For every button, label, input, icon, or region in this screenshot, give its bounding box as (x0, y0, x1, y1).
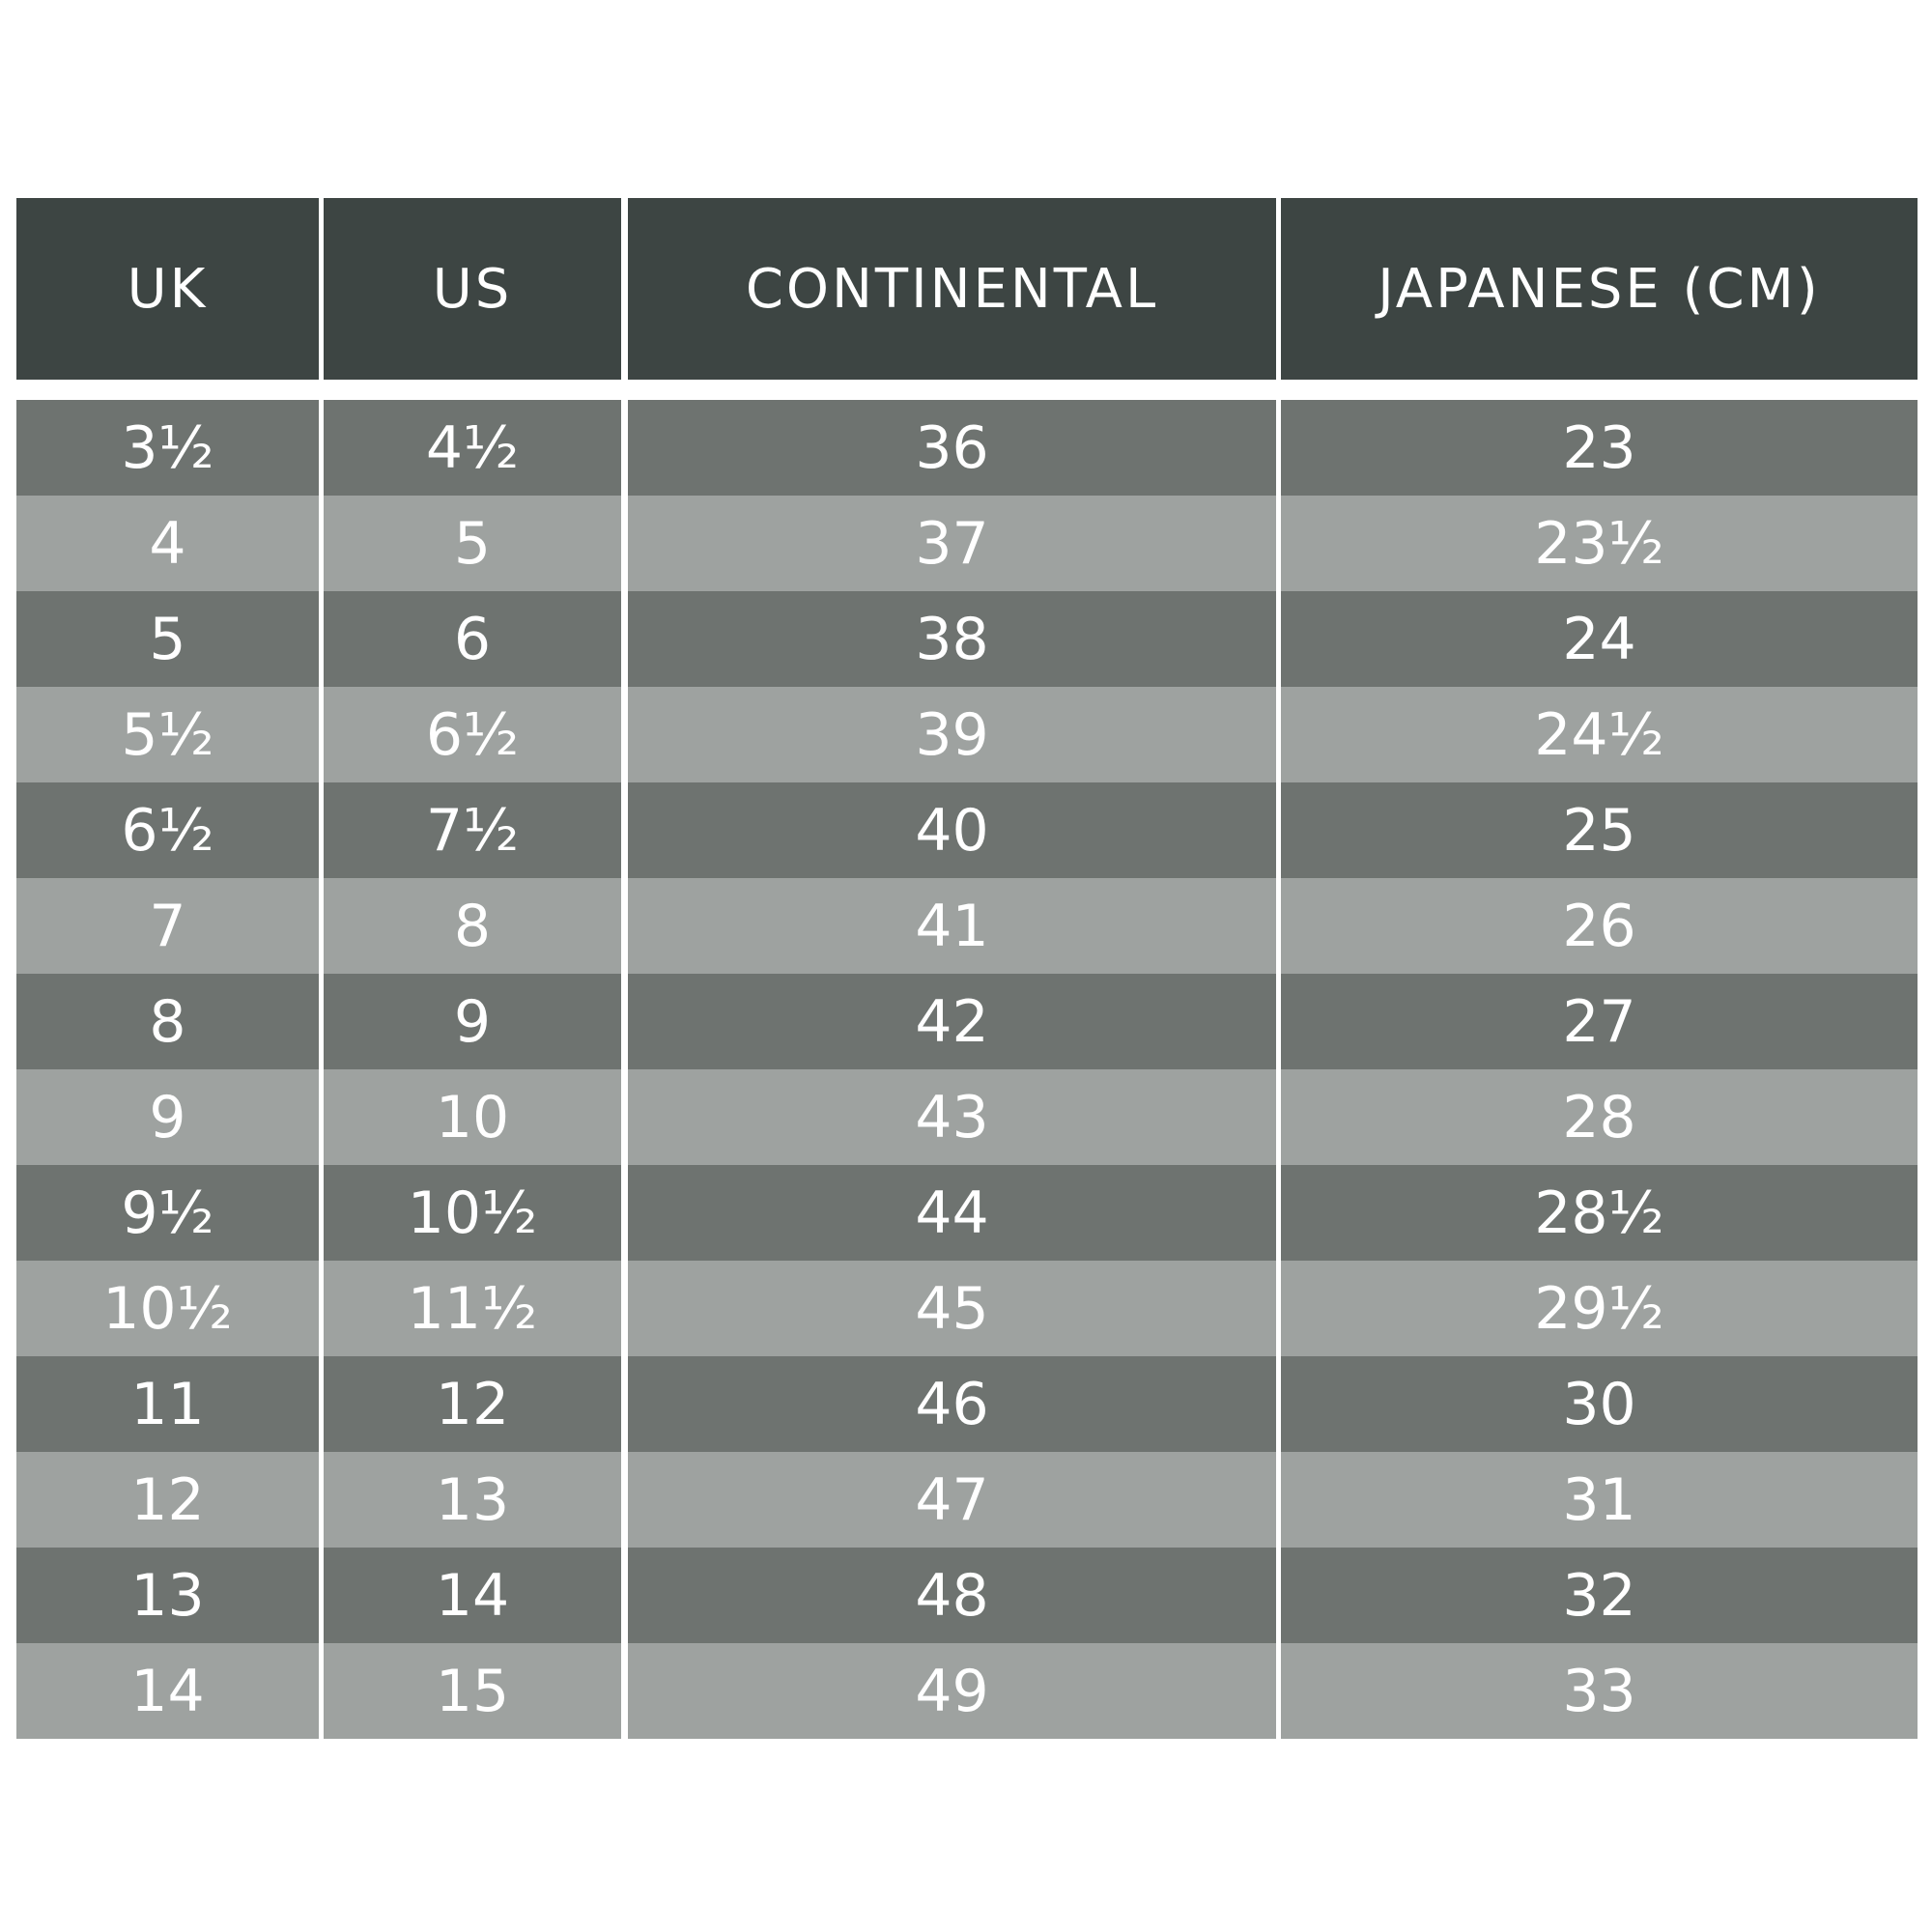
table-cell: 44 (628, 1165, 1276, 1261)
table-cell: 4½ (324, 400, 621, 496)
table-cell: 12 (16, 1452, 319, 1548)
table-cell: 26 (1281, 878, 1918, 974)
table-cell: 38 (628, 591, 1276, 687)
table-cell: 14 (16, 1643, 319, 1739)
table-cell: 6½ (16, 782, 319, 878)
table-cell: 39 (628, 687, 1276, 782)
table-cell: 49 (628, 1643, 1276, 1739)
table-cell: 46 (628, 1356, 1276, 1452)
header-cell: CONTINENTAL (628, 198, 1276, 380)
table-cell: 48 (628, 1548, 1276, 1643)
table-cell: 25 (1281, 782, 1918, 878)
table-cell: 28½ (1281, 1165, 1918, 1261)
header-cell: US (324, 198, 621, 380)
table-cell: 33 (1281, 1643, 1918, 1739)
table-cell: 24 (1281, 591, 1918, 687)
table-cell: 23 (1281, 400, 1918, 496)
header-cell: UK (16, 198, 319, 380)
table-cell: 5 (324, 496, 621, 591)
table-cell: 29½ (1281, 1261, 1918, 1356)
table-cell: 5½ (16, 687, 319, 782)
table-cell: 11 (16, 1356, 319, 1452)
table-cell: 13 (16, 1548, 319, 1643)
table-cell: 14 (324, 1548, 621, 1643)
table-cell: 10½ (324, 1165, 621, 1261)
table-cell: 40 (628, 782, 1276, 878)
table-cell: 27 (1281, 974, 1918, 1069)
table-cell: 6 (324, 591, 621, 687)
table-cell: 8 (324, 878, 621, 974)
table-cell: 30 (1281, 1356, 1918, 1452)
table-cell: 10½ (16, 1261, 319, 1356)
table-cell: 7½ (324, 782, 621, 878)
table-cell: 42 (628, 974, 1276, 1069)
table-cell: 45 (628, 1261, 1276, 1356)
table-cell: 6½ (324, 687, 621, 782)
table-cell: 7 (16, 878, 319, 974)
table-cell: 9 (16, 1069, 319, 1165)
table-cell: 12 (324, 1356, 621, 1452)
table-cell: 43 (628, 1069, 1276, 1165)
table-cell: 28 (1281, 1069, 1918, 1165)
table-cell: 24½ (1281, 687, 1918, 782)
table-cell: 15 (324, 1643, 621, 1739)
header-cell: JAPANESE (CM) (1281, 198, 1918, 380)
table-cell: 31 (1281, 1452, 1918, 1548)
table-cell: 8 (16, 974, 319, 1069)
table-cell: 9 (324, 974, 621, 1069)
table-cell: 13 (324, 1452, 621, 1548)
table-cell: 10 (324, 1069, 621, 1165)
table-cell: 4 (16, 496, 319, 591)
table-cell: 32 (1281, 1548, 1918, 1643)
table-cell: 41 (628, 878, 1276, 974)
table-cell: 3½ (16, 400, 319, 496)
table-cell: 23½ (1281, 496, 1918, 591)
table-cell: 37 (628, 496, 1276, 591)
table-cell: 11½ (324, 1261, 621, 1356)
table-cell: 9½ (16, 1165, 319, 1261)
table-cell: 36 (628, 400, 1276, 496)
table-cell: 47 (628, 1452, 1276, 1548)
table-cell: 5 (16, 591, 319, 687)
